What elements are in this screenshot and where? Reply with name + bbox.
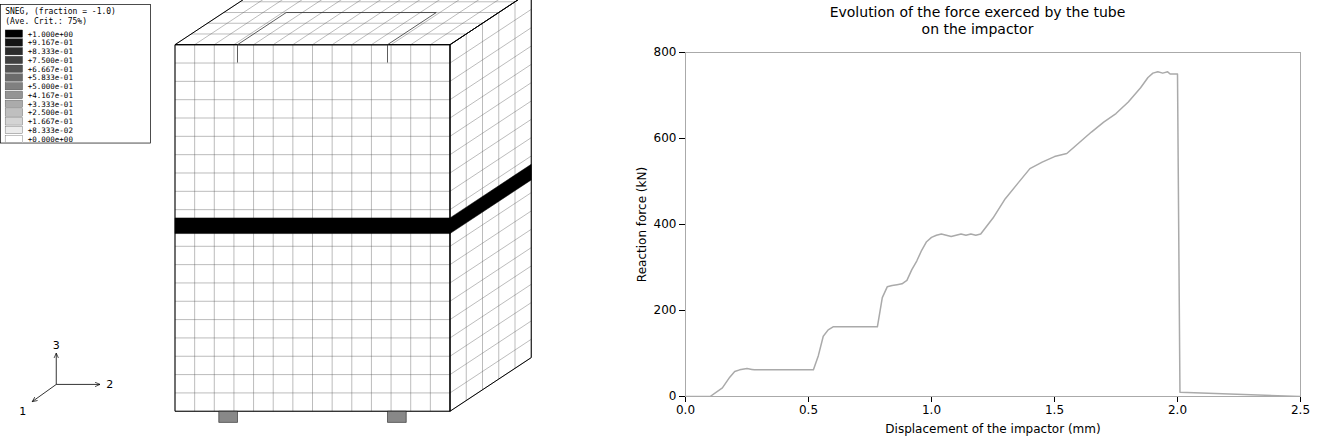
html-text:Evolution of the force exerced: Evolution of the force exerced by the tu… [829, 4, 1126, 37]
svg-text:1.5: 1.5 [1045, 403, 1064, 417]
svg-text:+2.500e-01: +2.500e-01 [28, 108, 73, 117]
svg-text:+3.333e-01: +3.333e-01 [28, 100, 73, 109]
svg-text:1: 1 [19, 405, 26, 418]
svg-text:0.0: 0.0 [676, 403, 695, 417]
svg-text:SNEG, (fraction = -1.0): SNEG, (fraction = -1.0) [5, 7, 116, 16]
svg-text:200: 200 [654, 303, 677, 317]
svg-text:1.0: 1.0 [922, 403, 941, 417]
svg-text:+8.333e-02: +8.333e-02 [28, 126, 73, 135]
svg-text:+6.667e-01: +6.667e-01 [28, 65, 73, 74]
svg-text:800: 800 [654, 45, 677, 59]
svg-text:0: 0 [669, 389, 677, 403]
svg-text:(Ave. Crit.: 75%): (Ave. Crit.: 75%) [5, 17, 87, 26]
svg-text:+0.000e+00: +0.000e+00 [28, 135, 74, 144]
svg-text:2.5: 2.5 [1291, 403, 1310, 417]
svg-text:+5.833e-01: +5.833e-01 [28, 73, 73, 82]
svg-text:+1.667e-01: +1.667e-01 [28, 117, 73, 126]
svg-text:+1.000e+00: +1.000e+00 [28, 30, 74, 39]
svg-text:400: 400 [654, 217, 677, 231]
svg-text:3: 3 [53, 339, 60, 352]
svg-text:+7.500e-01: +7.500e-01 [28, 56, 73, 65]
svg-text:+4.167e-01: +4.167e-01 [28, 91, 73, 100]
svg-text:+8.333e-01: +8.333e-01 [28, 47, 73, 56]
svg-text:2: 2 [106, 378, 113, 391]
svg-text:2.0: 2.0 [1168, 403, 1187, 417]
svg-text:+9.167e-01: +9.167e-01 [28, 38, 73, 47]
svg-text:600: 600 [654, 131, 677, 145]
svg-text:Reaction force (kN): Reaction force (kN) [635, 167, 649, 282]
svg-text:0.5: 0.5 [799, 403, 818, 417]
svg-text:Displacement of the impactor (: Displacement of the impactor (mm) [885, 422, 1100, 436]
svg-text:+5.000e-01: +5.000e-01 [28, 82, 73, 91]
